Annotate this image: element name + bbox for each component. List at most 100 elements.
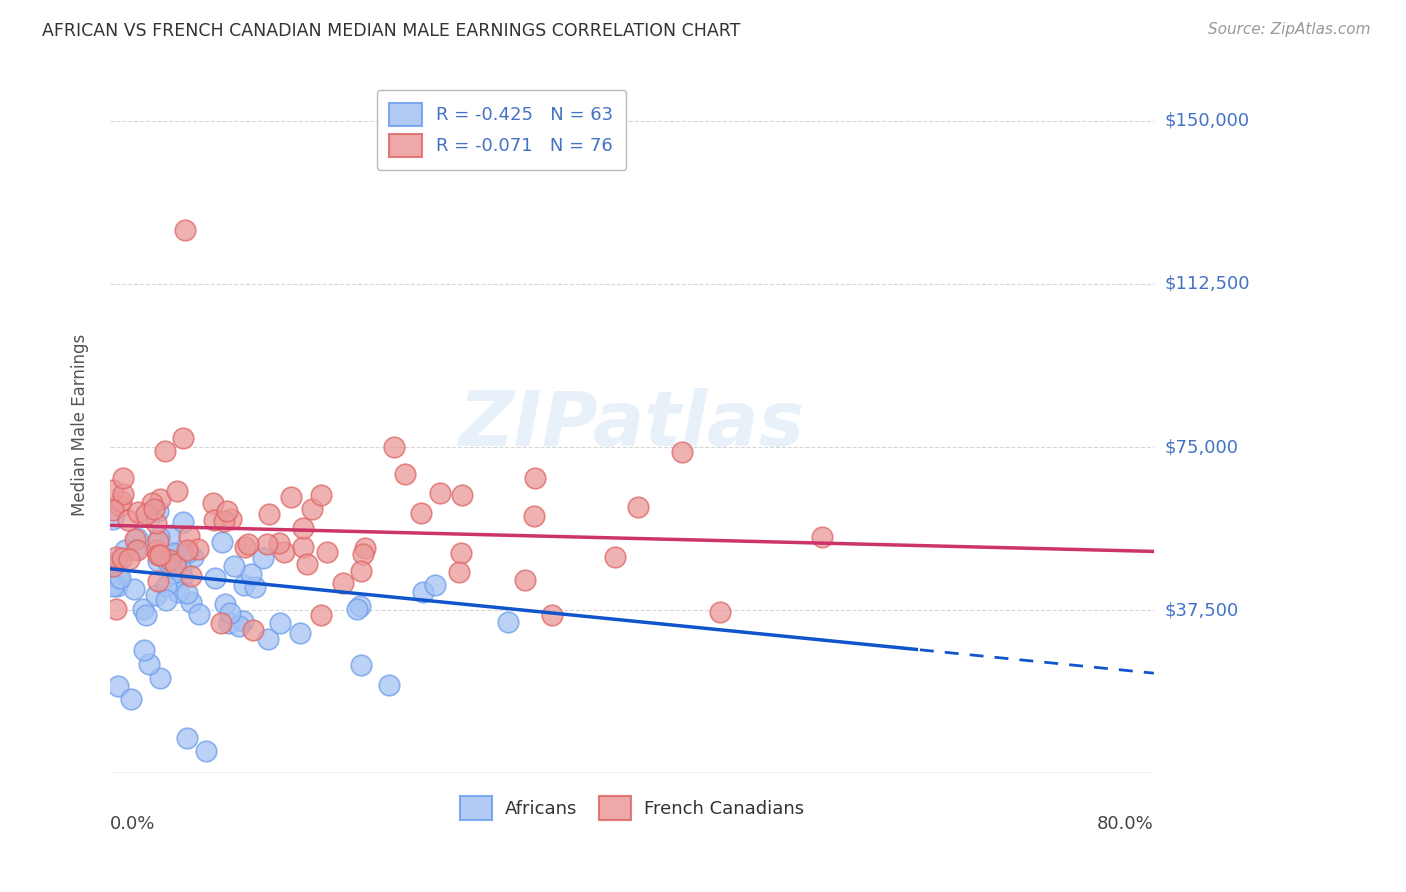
Point xyxy=(104,549,127,564)
Point xyxy=(156,552,179,566)
Point xyxy=(219,606,242,620)
Point xyxy=(180,569,202,583)
Point xyxy=(267,536,290,550)
Point xyxy=(292,540,315,554)
Point xyxy=(145,588,167,602)
Point xyxy=(155,592,177,607)
Point xyxy=(131,602,153,616)
Point xyxy=(145,516,167,530)
Point xyxy=(233,578,256,592)
Point xyxy=(232,614,254,628)
Point xyxy=(101,483,124,497)
Point xyxy=(349,599,371,613)
Point xyxy=(810,530,832,544)
Point xyxy=(165,553,187,567)
Point xyxy=(145,542,167,557)
Point xyxy=(269,616,291,631)
Point xyxy=(259,507,281,521)
Point xyxy=(450,546,472,560)
Point xyxy=(187,542,209,557)
Point xyxy=(498,615,520,629)
Point xyxy=(111,471,134,485)
Point xyxy=(176,731,198,746)
Point xyxy=(157,555,180,569)
Point xyxy=(211,535,233,549)
Point xyxy=(108,571,131,585)
Point xyxy=(135,507,157,521)
Point xyxy=(141,495,163,509)
Point xyxy=(346,601,368,615)
Point xyxy=(172,570,194,584)
Point xyxy=(148,530,170,544)
Point xyxy=(124,532,146,546)
Point xyxy=(153,443,176,458)
Point xyxy=(252,551,274,566)
Point xyxy=(409,507,432,521)
Point xyxy=(288,626,311,640)
Point xyxy=(155,579,177,593)
Point xyxy=(194,744,217,758)
Point xyxy=(148,534,170,549)
Point xyxy=(671,445,693,459)
Point xyxy=(273,545,295,559)
Point xyxy=(105,602,128,616)
Point xyxy=(149,671,172,685)
Point xyxy=(124,542,146,557)
Point xyxy=(394,467,416,481)
Point xyxy=(101,579,124,593)
Point xyxy=(114,542,136,557)
Point xyxy=(105,579,128,593)
Point xyxy=(107,571,129,585)
Point xyxy=(423,578,446,592)
Point xyxy=(350,657,373,672)
Point xyxy=(311,608,333,623)
Point xyxy=(429,486,451,500)
Point xyxy=(214,515,236,529)
Point xyxy=(117,513,139,527)
Point xyxy=(354,541,377,556)
Point xyxy=(166,585,188,599)
Point xyxy=(217,504,239,518)
Point xyxy=(256,537,278,551)
Point xyxy=(122,582,145,596)
Point xyxy=(180,595,202,609)
Point xyxy=(127,531,149,545)
Point xyxy=(110,494,132,508)
Point xyxy=(112,487,135,501)
Text: $112,500: $112,500 xyxy=(1166,275,1250,293)
Point xyxy=(187,607,209,621)
Point xyxy=(332,575,354,590)
Point xyxy=(378,678,401,692)
Point xyxy=(292,521,315,535)
Point xyxy=(240,566,263,581)
Point xyxy=(107,679,129,693)
Point xyxy=(350,564,373,578)
Point xyxy=(104,555,127,569)
Point xyxy=(172,515,194,529)
Text: 80.0%: 80.0% xyxy=(1097,815,1154,833)
Point xyxy=(280,490,302,504)
Point xyxy=(169,562,191,576)
Point xyxy=(382,440,405,454)
Legend: Africans, French Canadians: Africans, French Canadians xyxy=(453,789,811,827)
Point xyxy=(146,504,169,518)
Point xyxy=(163,545,186,559)
Point xyxy=(513,573,536,587)
Point xyxy=(176,543,198,558)
Point xyxy=(125,542,148,557)
Point xyxy=(111,551,134,566)
Point xyxy=(172,431,194,445)
Point xyxy=(449,565,471,579)
Point xyxy=(176,586,198,600)
Point xyxy=(523,508,546,523)
Point xyxy=(201,496,224,510)
Point xyxy=(301,501,323,516)
Point xyxy=(166,483,188,498)
Point xyxy=(224,558,246,573)
Point xyxy=(309,488,332,502)
Text: ZIPatlas: ZIPatlas xyxy=(458,388,804,462)
Point xyxy=(709,605,731,619)
Point xyxy=(214,598,236,612)
Point xyxy=(101,558,124,573)
Text: $150,000: $150,000 xyxy=(1166,112,1250,130)
